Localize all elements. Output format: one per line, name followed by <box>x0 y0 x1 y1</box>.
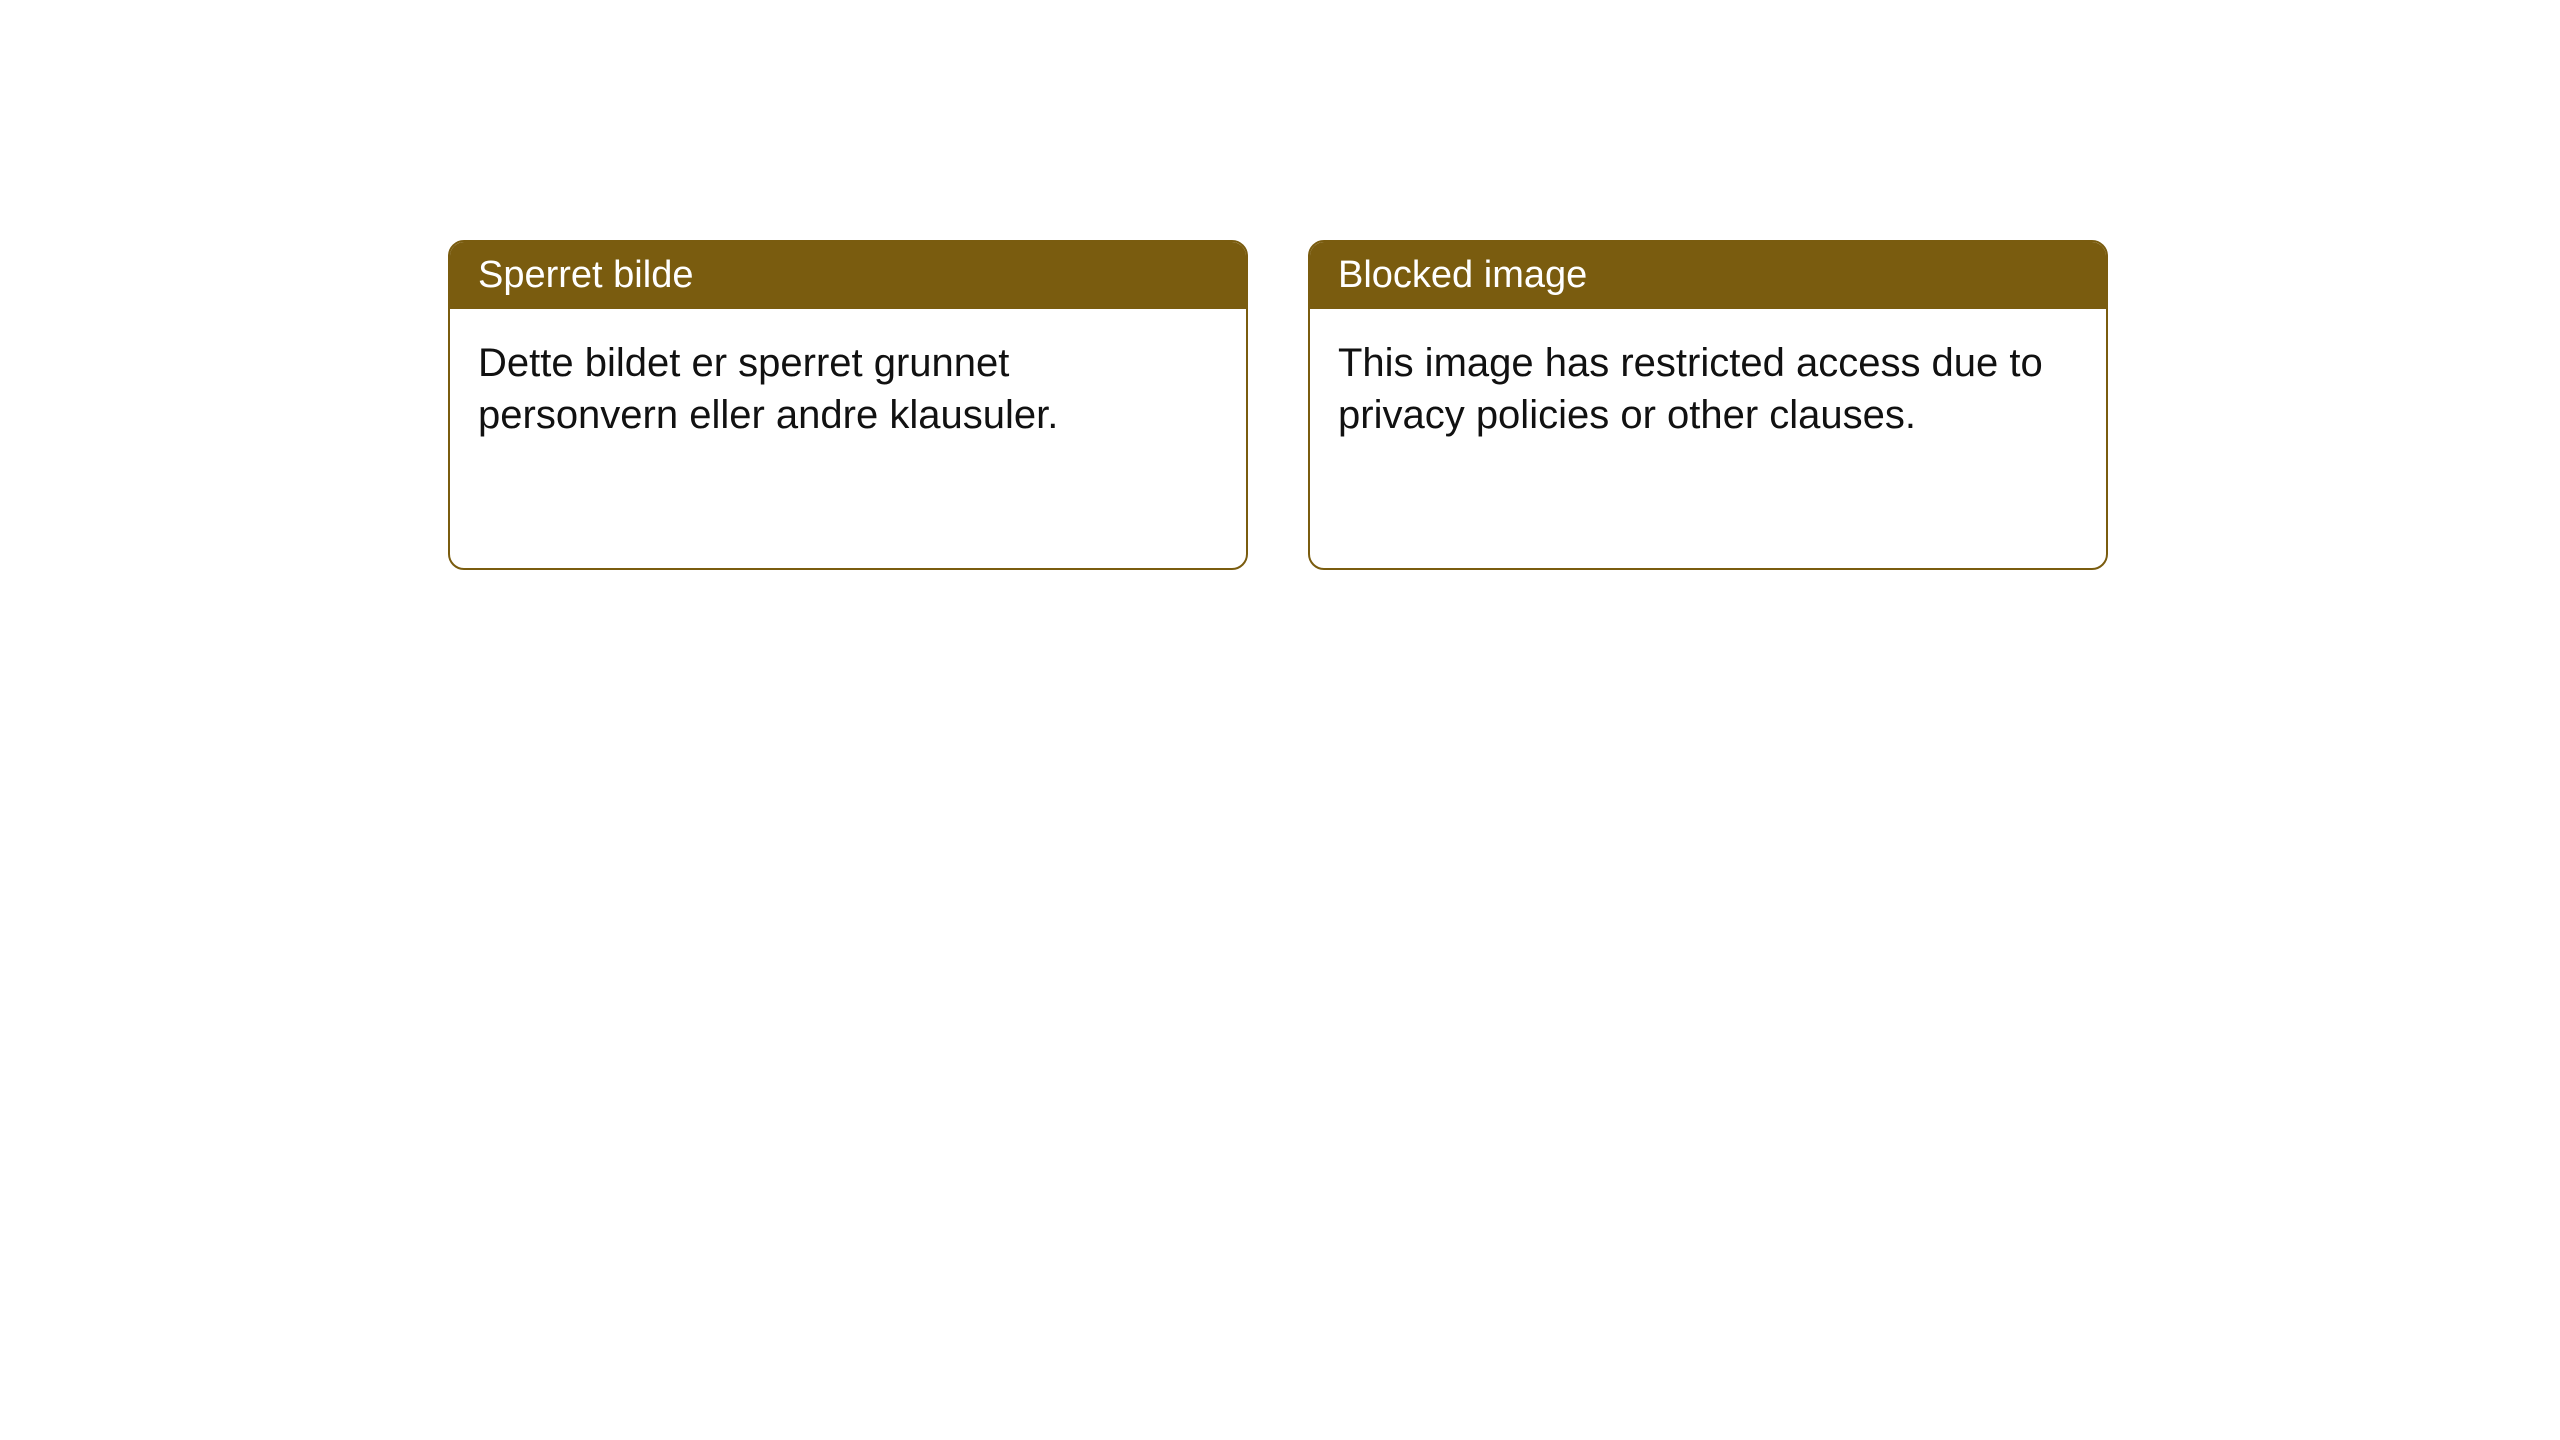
notice-card-no: Sperret bilde Dette bildet er sperret gr… <box>448 240 1248 570</box>
card-text-no: Dette bildet er sperret grunnet personve… <box>478 341 1058 437</box>
card-body-en: This image has restricted access due to … <box>1310 309 2106 469</box>
card-text-en: This image has restricted access due to … <box>1338 341 2043 437</box>
card-header-no: Sperret bilde <box>450 242 1246 309</box>
card-body-no: Dette bildet er sperret grunnet personve… <box>450 309 1246 469</box>
notice-container: Sperret bilde Dette bildet er sperret gr… <box>448 240 2108 570</box>
card-title-en: Blocked image <box>1338 254 1587 296</box>
card-header-en: Blocked image <box>1310 242 2106 309</box>
card-title-no: Sperret bilde <box>478 254 693 296</box>
notice-card-en: Blocked image This image has restricted … <box>1308 240 2108 570</box>
